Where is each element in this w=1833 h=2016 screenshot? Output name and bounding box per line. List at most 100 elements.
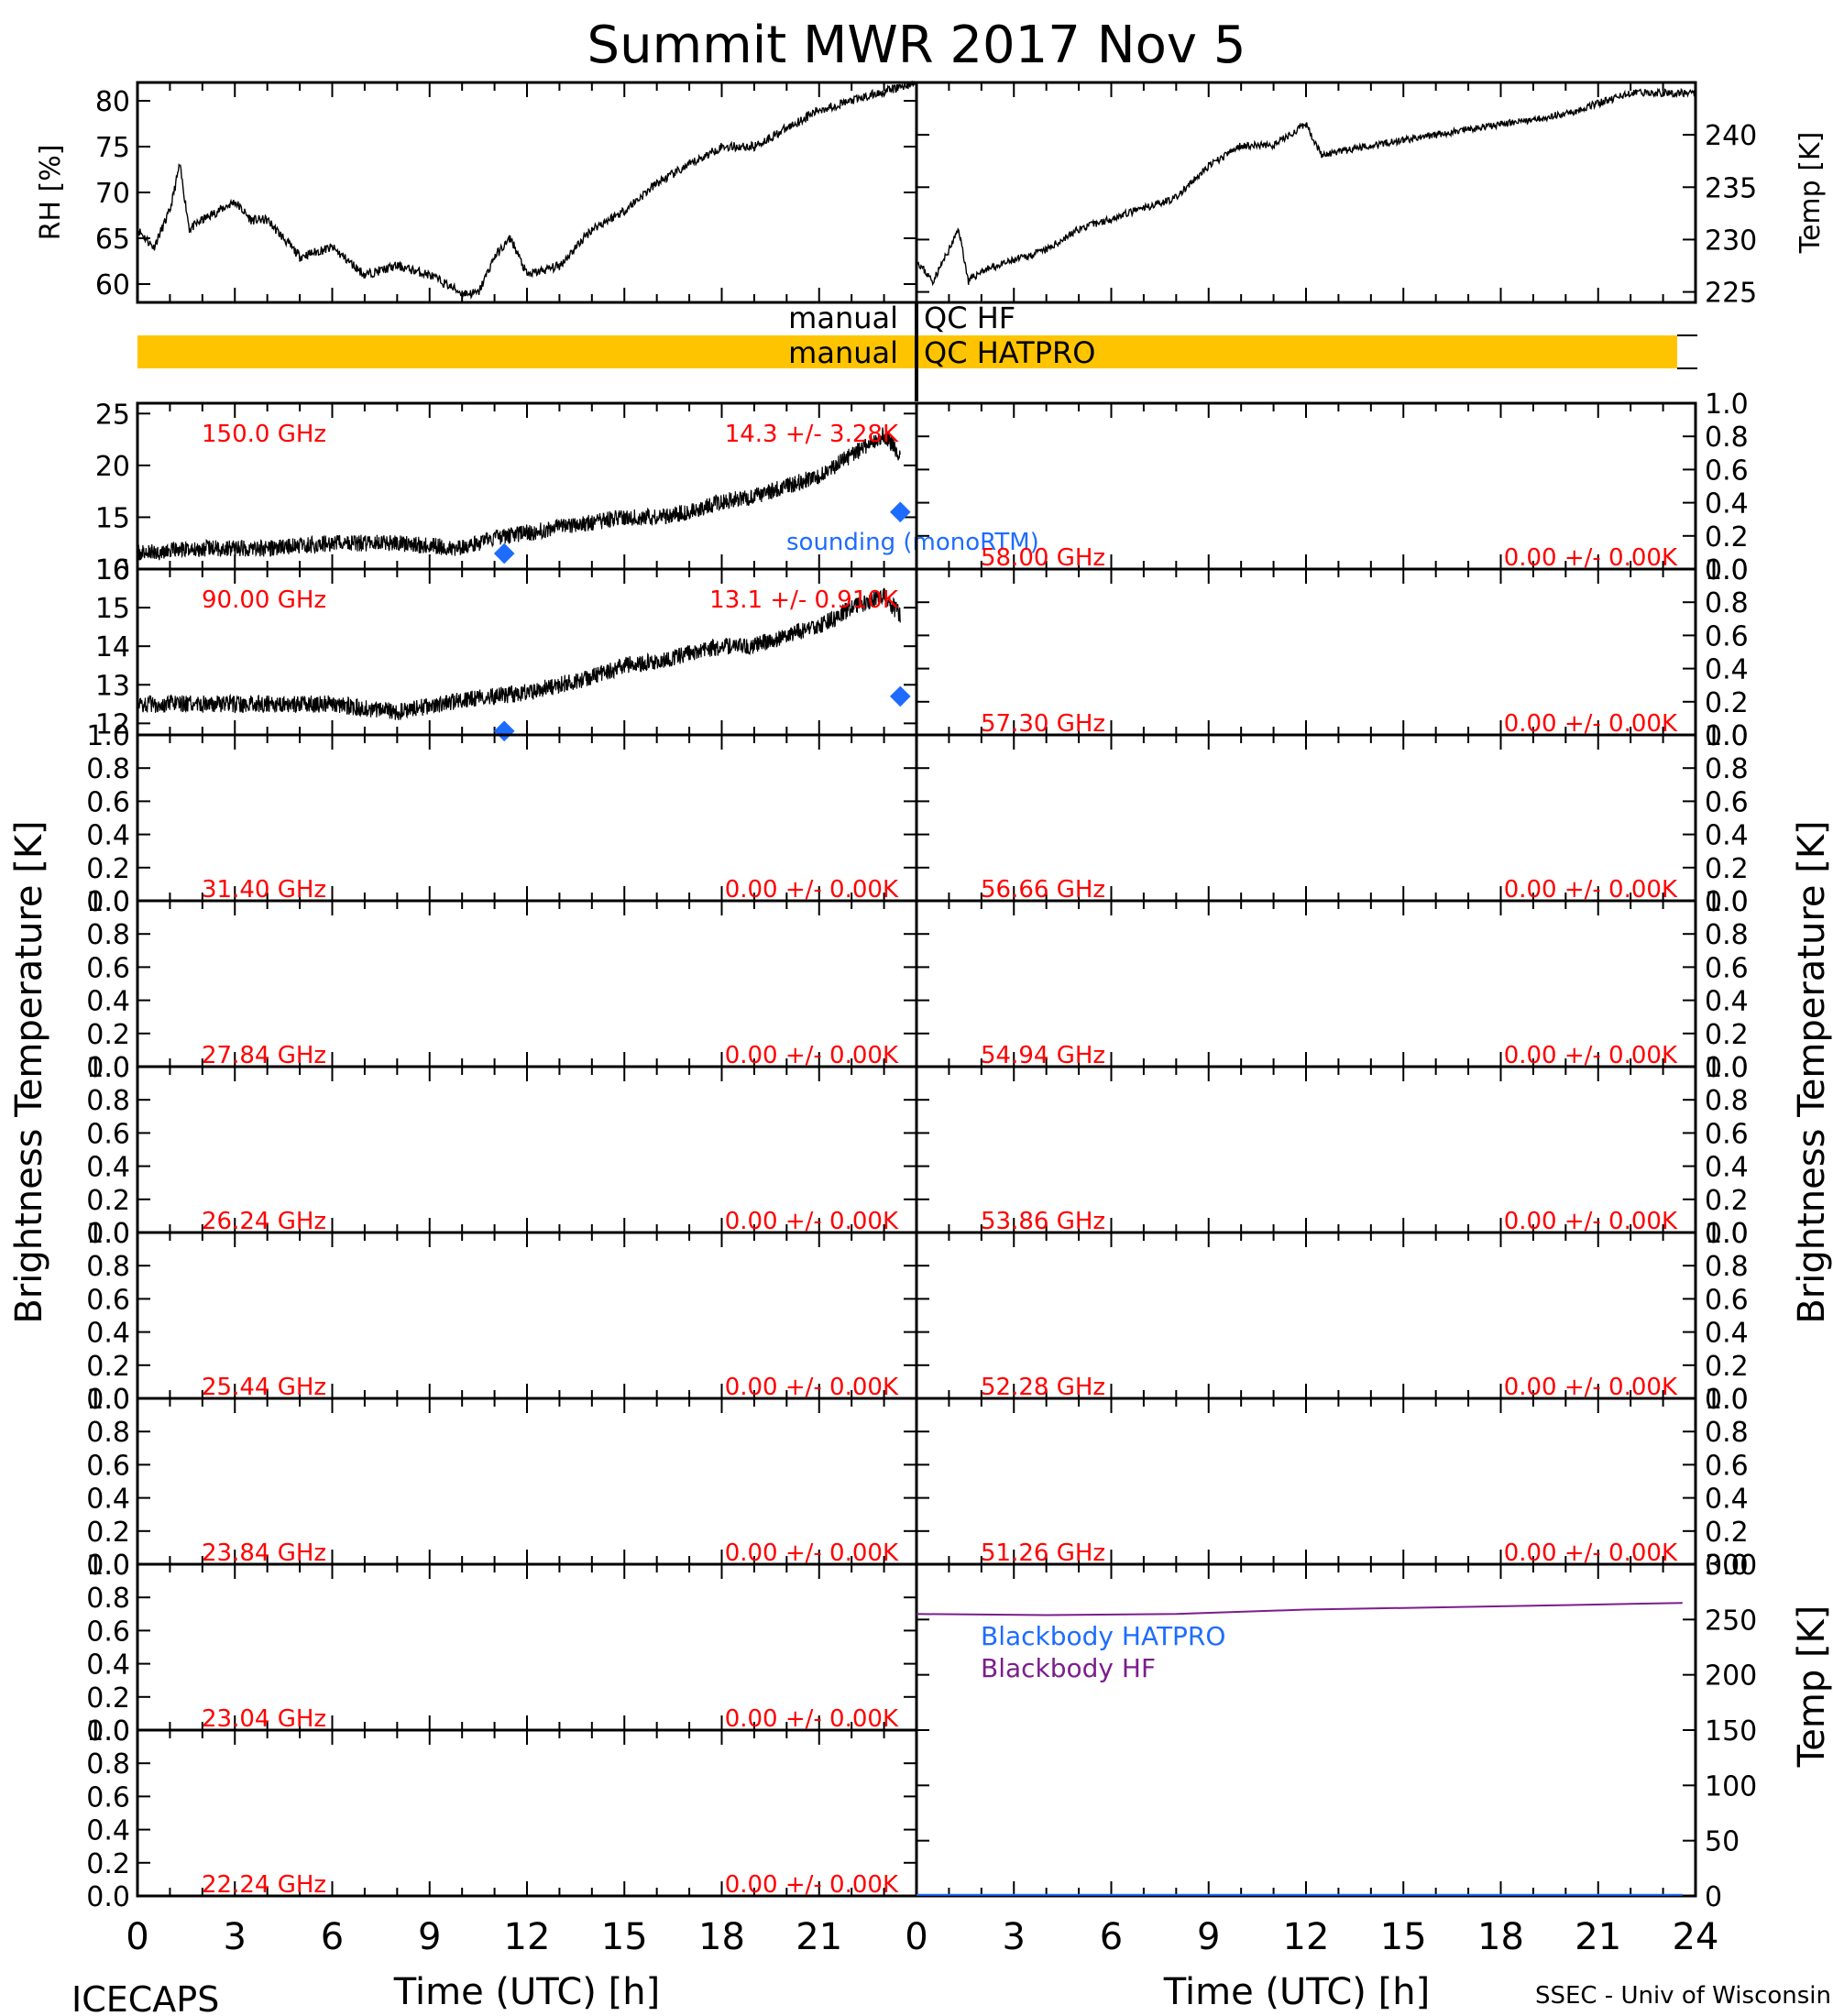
- y-tick-label: 0.0: [86, 1218, 130, 1250]
- stat-label: 0.00 +/- 0.00K: [725, 1374, 899, 1401]
- y-tick-label: 1.0: [86, 1052, 130, 1084]
- y-tick-label: 0.4: [1705, 654, 1749, 686]
- y-tick-label: 12: [95, 708, 130, 740]
- stat-label: 0.00 +/- 0.00K: [725, 1208, 899, 1235]
- xlabel-right: Time (UTC) [h]: [1163, 1971, 1430, 2013]
- y-tick-label: 0.2: [86, 1682, 130, 1715]
- y-tick-label: 0.2: [86, 1351, 130, 1383]
- y-tick-label: 1.0: [1705, 554, 1749, 586]
- panel-frame: [915, 1562, 1697, 1898]
- stat-label: 0.00 +/- 0.00K: [725, 1042, 899, 1069]
- y-tick-label: 0.8: [86, 1748, 130, 1780]
- x-tick-label: 15: [1380, 1916, 1427, 1958]
- y-tick-label: 0.4: [1705, 1318, 1749, 1350]
- stat-label: 0.00 +/- 0.00K: [725, 1871, 899, 1899]
- freq-label: 57.30 GHz: [981, 710, 1105, 738]
- y-tick-label: 1.0: [86, 720, 130, 752]
- y-tick-label: 0.4: [86, 1152, 130, 1184]
- y-tick-label: 0.2: [86, 853, 130, 885]
- y-tick-label: 0.6: [86, 1616, 130, 1648]
- y-tick-label: 0.6: [1705, 1118, 1749, 1150]
- x-tick-label: 9: [418, 1916, 441, 1958]
- footer-right: SSEC - Univ of Wisconsin: [1535, 1982, 1831, 2010]
- y-tick-label: 0.2: [86, 1185, 130, 1217]
- y-tick-label: 0.8: [86, 753, 130, 785]
- y-tick-label: 13: [95, 670, 130, 702]
- y-tick-label: 0.2: [1705, 853, 1749, 885]
- y-tick-label: 50: [1705, 1826, 1740, 1858]
- y-tick-label: 225: [1705, 278, 1757, 310]
- stat-label: 0.00 +/- 0.00K: [1504, 710, 1678, 738]
- freq-label: 23.04 GHz: [202, 1705, 326, 1733]
- y-tick-label: 0.0: [1705, 1052, 1749, 1084]
- freq-label: 31.40 GHz: [202, 876, 326, 904]
- y-tick-label: 0.8: [1705, 753, 1749, 785]
- stat-label: 0.00 +/- 0.00K: [1504, 876, 1678, 904]
- x-tick-label: 18: [698, 1916, 745, 1958]
- footer-left: ICECAPS: [71, 1979, 219, 2016]
- legend-bb-hf: Blackbody HF: [981, 1653, 1156, 1683]
- y-tick-label: 60: [95, 269, 130, 301]
- y-tick-label: 1.0: [86, 1550, 130, 1582]
- series-line-150ghz: [137, 427, 901, 563]
- sounding-marker: [889, 685, 911, 707]
- y-tick-label: 14: [95, 631, 130, 663]
- y-tick-label: 0.4: [1705, 488, 1749, 520]
- qc-hatpro-bar: [137, 335, 1677, 368]
- x-tick-label: 9: [1197, 1916, 1220, 1958]
- freq-label: 58.00 GHz: [981, 544, 1105, 572]
- bb-ylabel: Temp [K]: [1791, 1605, 1833, 1769]
- freq-label: 150.0 GHz: [202, 421, 326, 448]
- y-tick-label: 0.6: [1705, 952, 1749, 984]
- stat-label: 0.00 +/- 0.00K: [1504, 544, 1678, 572]
- y-tick-label: 0.4: [86, 1318, 130, 1350]
- qc-hf-left: manual: [788, 301, 898, 335]
- y-tick-label: 20: [95, 451, 130, 483]
- y-tick-label: 80: [95, 86, 130, 118]
- y-tick-label: 0.4: [86, 820, 130, 852]
- x-tick-label: 21: [796, 1916, 842, 1958]
- x-tick-label: 21: [1575, 1916, 1621, 1958]
- xlabel-left: Time (UTC) [h]: [393, 1971, 660, 2013]
- y-tick-label: 15: [95, 593, 130, 625]
- freq-label: 51.26 GHz: [981, 1539, 1105, 1567]
- y-tick-label: 16: [95, 554, 130, 586]
- stat-label: 0.00 +/- 0.00K: [1504, 1374, 1678, 1401]
- series-line-temp: [916, 87, 1696, 287]
- y-tick-label: 0.0: [86, 1881, 130, 1913]
- y-tick-label: 0.8: [86, 1251, 130, 1283]
- y-tick-label: 0: [1705, 1881, 1722, 1913]
- y-tick-label: 75: [95, 132, 130, 164]
- y-tick-label: 0.0: [1705, 720, 1749, 752]
- series-line-rh: [137, 80, 917, 301]
- y-tick-label: 0.4: [1705, 820, 1749, 852]
- y-tick-label: 0.8: [1705, 1417, 1749, 1449]
- y-tick-label: 0.8: [1705, 587, 1749, 619]
- y-tick-label: 0.6: [86, 1781, 130, 1813]
- y-tick-label: 1.0: [1705, 1218, 1749, 1250]
- freq-label: 53.86 GHz: [981, 1208, 1105, 1235]
- y-tick-label: 0.2: [1705, 687, 1749, 719]
- y-tick-label: 0.4: [86, 1815, 130, 1847]
- qc-hf-right: QC HF: [924, 301, 1015, 335]
- rh-ylabel: RH [%]: [35, 145, 67, 241]
- freq-label: 56.66 GHz: [981, 876, 1105, 904]
- x-tick-label: 24: [1673, 1916, 1719, 1958]
- y-tick-label: 0.4: [86, 986, 130, 1018]
- panel-frame: [915, 81, 1697, 304]
- y-tick-label: 0.6: [1705, 1284, 1749, 1316]
- x-tick-label: 18: [1477, 1916, 1524, 1958]
- y-tick-label: 1.0: [1705, 1052, 1749, 1084]
- sounding-marker: [493, 720, 515, 742]
- qc-hatpro-right: QC HATPRO: [924, 335, 1095, 370]
- freq-label: 52.28 GHz: [981, 1374, 1105, 1401]
- y-tick-label: 0.2: [86, 1517, 130, 1549]
- freq-label: 25.44 GHz: [202, 1374, 326, 1401]
- y-tick-label: 0.8: [1705, 919, 1749, 951]
- tb-ylabel-left: Brightness Temperature [K]: [8, 820, 50, 1323]
- y-tick-label: 0.8: [1705, 1251, 1749, 1283]
- y-tick-label: 1.0: [1705, 886, 1749, 918]
- y-tick-label: 0.6: [1705, 620, 1749, 652]
- y-tick-label: 100: [1705, 1770, 1757, 1802]
- x-tick-label: 0: [905, 1916, 927, 1958]
